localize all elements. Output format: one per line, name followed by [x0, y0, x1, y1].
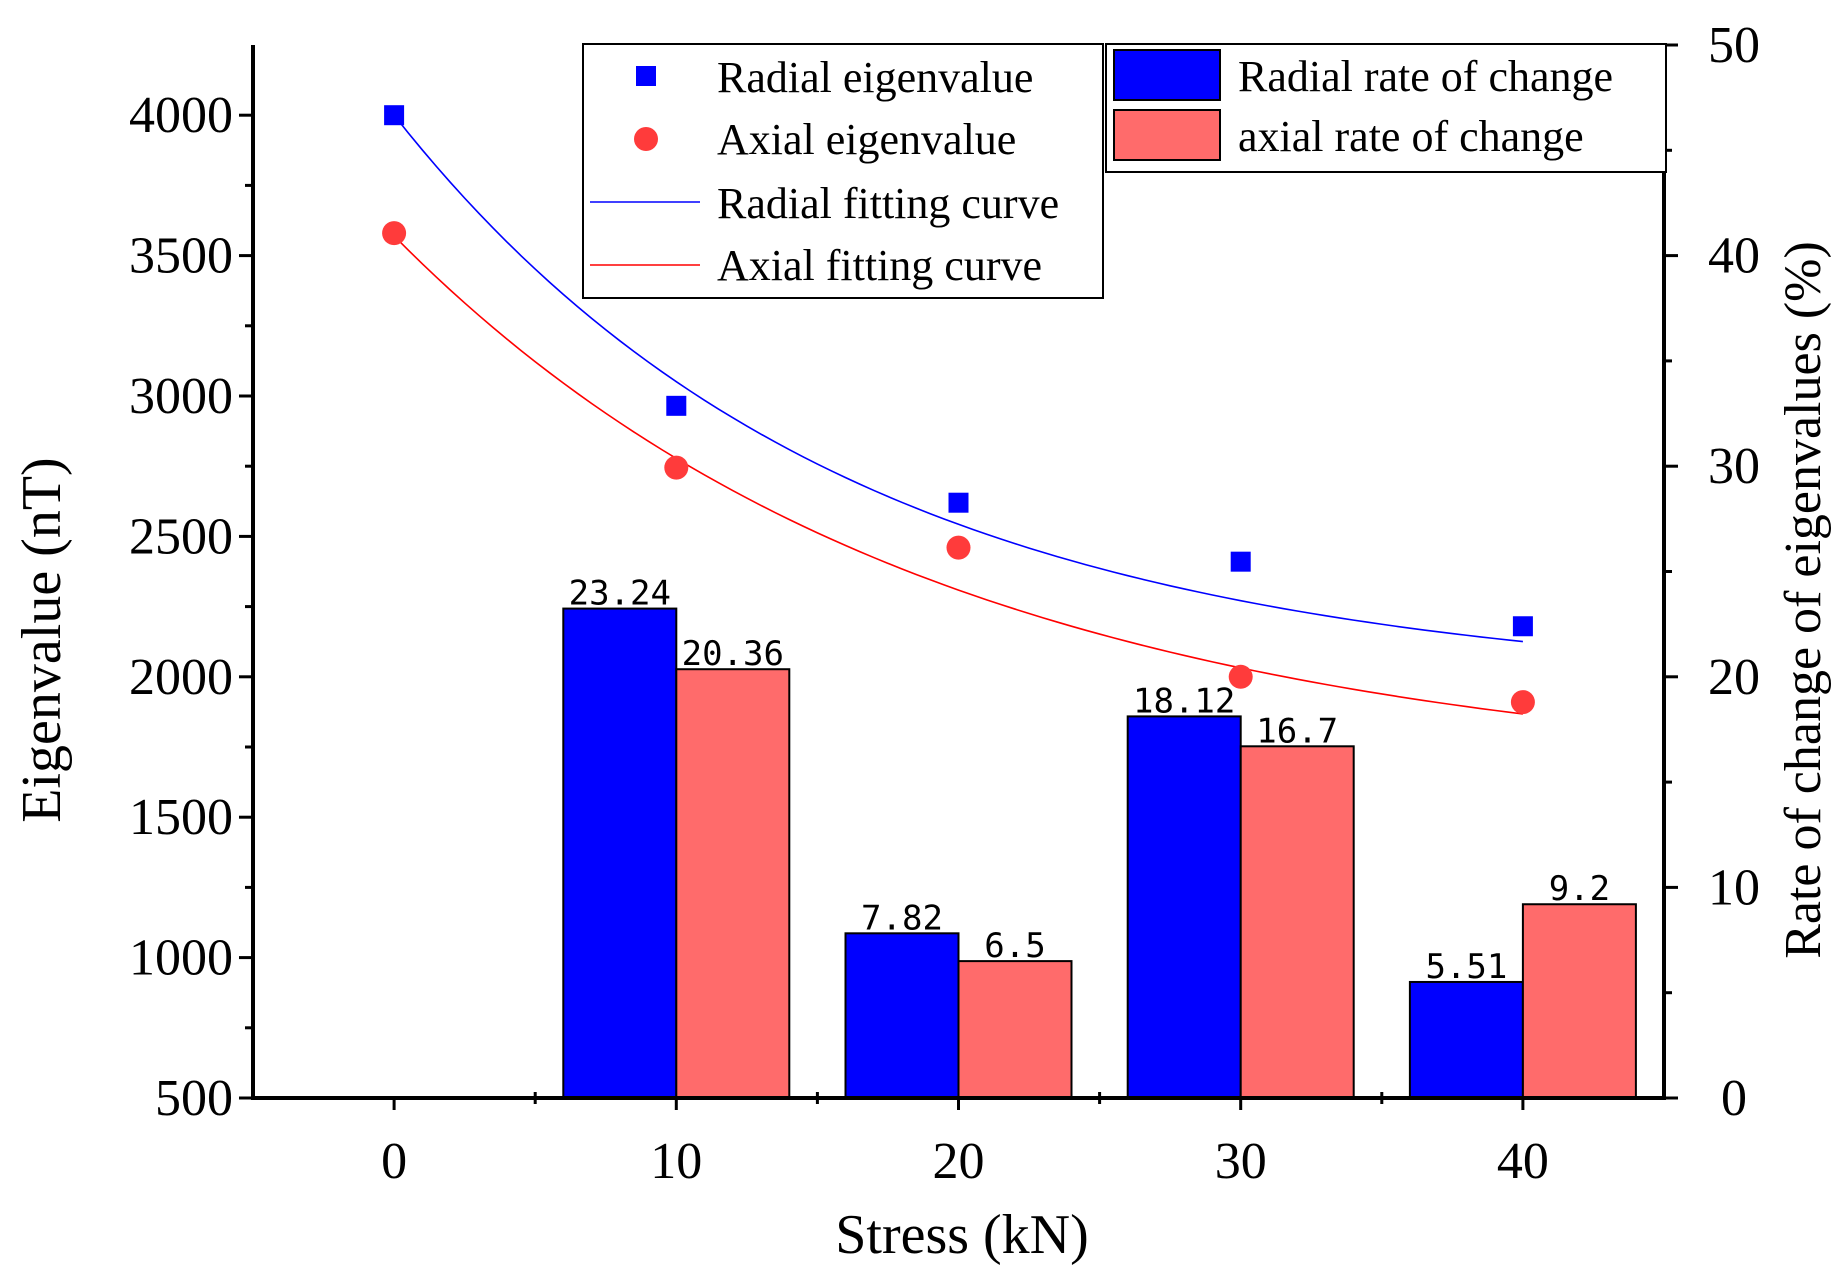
bar-radial-rate-10: [562, 607, 678, 1099]
radial-eigenvalue-point-0: [384, 105, 405, 126]
bar-axial-rate-40: [1521, 903, 1637, 1099]
y-tick-label-1000: 1000: [129, 930, 233, 987]
y-tick-label-3000: 3000: [129, 368, 233, 425]
y2-tick-label-50: 50: [1708, 17, 1760, 74]
axial-eigenvalue-point-10: [664, 455, 689, 480]
x-tick-label-30: 30: [1215, 1133, 1267, 1190]
y-tick-label-1500: 1500: [129, 789, 233, 846]
legend-radial-eigenvalue-label: Radial eigenvalue: [717, 53, 1033, 102]
point-layer: [382, 105, 1535, 715]
legend-axial-rate-swatch: [1113, 109, 1221, 161]
legend-radial-curve-label: Radial fitting curve: [717, 179, 1059, 228]
legend-axial-eigenvalue-marker: [634, 127, 658, 151]
y2-tick-label-20: 20: [1708, 649, 1760, 706]
bar-label-radial-10: 23.24: [569, 574, 671, 614]
y2-tick-label-30: 30: [1708, 438, 1760, 495]
bar-axial-rate-20: [957, 960, 1073, 1099]
radial-eigenvalue-point-40: [1512, 616, 1533, 637]
legend-radial-eigenvalue-marker: [636, 66, 656, 86]
axial-fitting-curve: [393, 235, 1524, 715]
radial-eigenvalue-point-30: [1230, 551, 1251, 572]
axial-eigenvalue-point-20: [946, 535, 971, 560]
axial-eigenvalue-point-40: [1510, 690, 1535, 715]
legend-axial-eigenvalue-label: Axial eigenvalue: [717, 115, 1016, 164]
axial-eigenvalue-point-0: [382, 221, 407, 246]
y2-tick-label-0: 0: [1721, 1070, 1747, 1127]
bar-radial-rate-30: [1126, 715, 1242, 1100]
bar-radial-rate-20: [844, 932, 960, 1099]
legend-eigenvalues: Radial eigenvalue Axial eigenvalue Radia…: [582, 43, 1104, 299]
legend-radial-rate-swatch: [1113, 49, 1221, 101]
bar-radial-rate-40: [1408, 980, 1524, 1100]
y2-axis-title: Rate of change of eigenvalues (%): [1775, 241, 1832, 959]
x-axis-title: Stress (kN): [835, 1204, 1089, 1266]
y-tick-label-2000: 2000: [129, 649, 233, 706]
legend-axial-rate-label: axial rate of change: [1238, 112, 1584, 161]
curve-layer: [393, 114, 1524, 715]
bar-label-radial-30: 18.12: [1133, 681, 1235, 721]
radial-eigenvalue-point-20: [948, 492, 969, 513]
radial-fitting-curve: [393, 114, 1523, 643]
axes-layer: 5001000150020002500300035004000010203040…: [129, 17, 1760, 1190]
y-tick-label-4000: 4000: [129, 87, 233, 144]
bar-layer: 23.24 7.82 18.12 5.51 20.36 6.5 16.7 9.2: [562, 574, 1637, 1100]
x-tick-label-40: 40: [1497, 1133, 1549, 1190]
legend-rates: Radial rate of change axial rate of chan…: [1105, 43, 1667, 173]
y-tick-label-2500: 2500: [129, 508, 233, 565]
y2-tick-label-40: 40: [1708, 228, 1760, 285]
bar-axial-rate-10: [675, 668, 791, 1099]
radial-eigenvalue-point-10: [666, 395, 687, 416]
y-tick-label-500: 500: [155, 1070, 233, 1127]
legend-axial-curve-label: Axial fitting curve: [717, 241, 1042, 290]
bar-label-radial-40: 5.51: [1425, 947, 1507, 987]
legend-left-box: [582, 43, 1104, 299]
axial-eigenvalue-point-30: [1228, 664, 1253, 689]
y-axis-title: Eigenvalue (nT): [11, 457, 73, 822]
y-tick-label-3500: 3500: [129, 228, 233, 285]
bar-label-axial-30: 16.7: [1256, 711, 1338, 751]
y2-tick-label-10: 10: [1708, 859, 1760, 916]
bar-axial-rate-30: [1239, 745, 1355, 1099]
bar-label-radial-20: 7.82: [861, 898, 943, 938]
legend-radial-rate-label: Radial rate of change: [1238, 52, 1613, 101]
x-tick-label-10: 10: [650, 1133, 702, 1190]
bar-label-axial-20: 6.5: [984, 926, 1045, 966]
x-tick-label-20: 20: [933, 1133, 985, 1190]
x-tick-label-0: 0: [381, 1133, 407, 1190]
bar-label-axial-40: 9.2: [1549, 869, 1610, 909]
bar-label-axial-10: 20.36: [682, 634, 784, 674]
